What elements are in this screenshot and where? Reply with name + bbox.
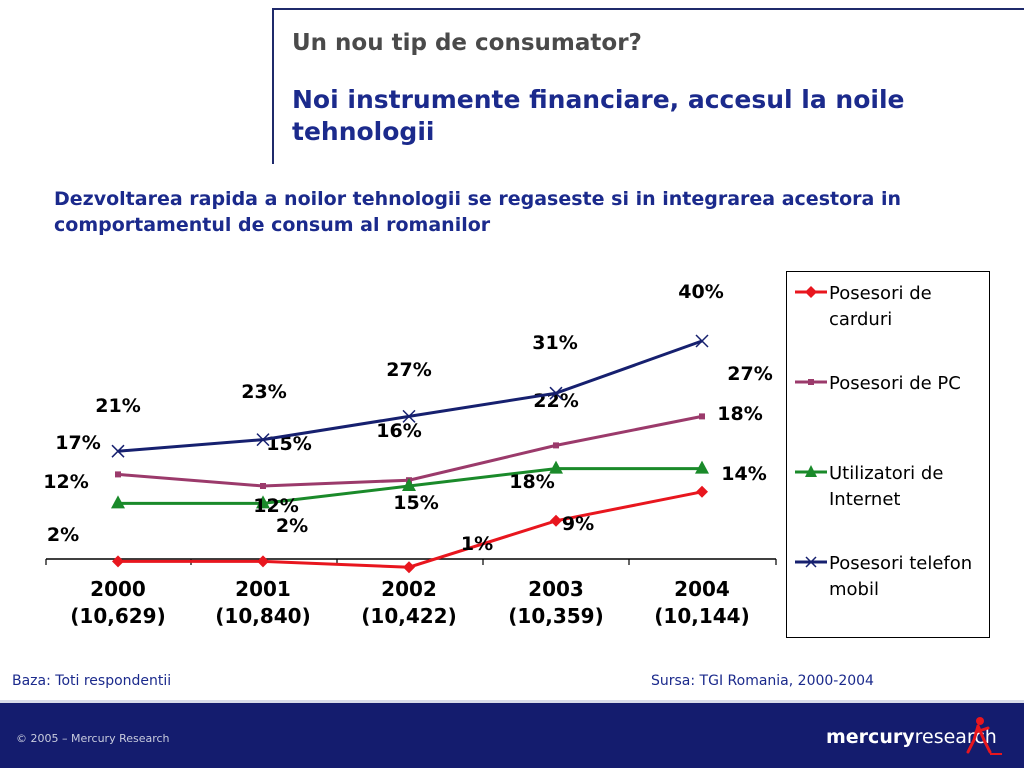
- series-2-point-0: [111, 495, 125, 509]
- data-label-0-0: 2%: [47, 524, 79, 546]
- series-1-point-4: [699, 413, 705, 420]
- data-label-2-3: 18%: [509, 471, 554, 493]
- mercury-figure-icon: [966, 717, 1002, 755]
- data-label-3-3: 31%: [532, 332, 577, 354]
- data-label-1-4-alt: 27%: [727, 363, 772, 385]
- data-label-2-1: 12%: [253, 495, 298, 517]
- legend-swatch-telefon: [795, 556, 827, 568]
- data-label-3-1: 23%: [241, 381, 286, 403]
- series-2-point-3: [549, 460, 563, 474]
- x-tick-sublabel-2004: (10,144): [654, 604, 749, 628]
- source-note: Sursa: TGI Romania, 2000-2004: [651, 673, 874, 689]
- data-label-1-4: 18%: [717, 403, 762, 425]
- x-tick-sublabel-2000: (10,629): [70, 604, 165, 628]
- chart-legend: Posesori de carduri Posesori de PC Utili…: [786, 271, 990, 638]
- legend-item-telefon: Posesori telefon mobil: [793, 551, 985, 603]
- slide-statement: Dezvoltarea rapida a noilor tehnologii s…: [54, 188, 901, 236]
- data-label-3-0: 21%: [95, 395, 140, 417]
- data-label-0-4: 14%: [721, 463, 766, 485]
- data-label-3-2: 27%: [386, 359, 431, 381]
- legend-swatch-carduri: [795, 286, 827, 298]
- series-2-point-2: [402, 478, 416, 491]
- series-0-point-3: [550, 514, 562, 527]
- series-3-point-0: [111, 444, 125, 458]
- data-label-2-0: 12%: [43, 471, 88, 493]
- x-tick-label-2002: 2002: [381, 577, 437, 601]
- page-subtitle: Noi instrumente financiare, accesul la n…: [292, 85, 905, 146]
- series-3-point-3: [549, 386, 563, 400]
- series-2-point-4: [695, 460, 709, 474]
- line-chart: 2000 (10,629) 2001 (10,840) 2002 (10,422) 2003…: [43, 281, 777, 628]
- base-note: Baza: Toti respondentii: [12, 673, 172, 689]
- legend-swatch-pc: [795, 379, 827, 385]
- series-2-point-1: [256, 495, 270, 509]
- series-3-point-4: [695, 334, 709, 348]
- x-tick-label-2004: 2004: [674, 577, 730, 601]
- series-0-point-4: [696, 485, 708, 498]
- legend-label-pc: Posesori de PC: [829, 373, 961, 394]
- footer-bar: [0, 700, 1024, 768]
- series-1-point-1: [260, 483, 266, 489]
- data-label-0-2: 1%: [461, 533, 493, 555]
- x-tick-sublabel-2001: (10,840): [215, 604, 310, 628]
- logo-bold: mercury: [826, 726, 915, 748]
- series-0-point-2: [403, 561, 415, 574]
- legend-label-carduri: Posesori de carduri: [829, 283, 932, 330]
- data-label-2-2: 15%: [393, 492, 438, 514]
- data-label-0-3: 9%: [562, 513, 594, 535]
- copyright: © 2005 – Mercury Research: [16, 732, 170, 745]
- x-tick-sublabel-2003: (10,359): [508, 604, 603, 628]
- x-tick-label-2003: 2003: [528, 577, 584, 601]
- series-1-point-0: [115, 471, 121, 478]
- header-divider: [272, 8, 274, 164]
- series-3-point-2: [402, 409, 416, 423]
- series-0-point-1: [257, 555, 269, 568]
- page-title: Un nou tip de consumator?: [292, 30, 642, 56]
- data-label-3-4: 40%: [678, 281, 723, 303]
- legend-item-internet: Utilizatori de Internet: [793, 461, 985, 513]
- x-tick-sublabel-2002: (10,422): [361, 604, 456, 628]
- series-0-point-0: [112, 555, 124, 568]
- footer-rule: [0, 700, 1024, 703]
- x-tick-label-2000: 2000: [90, 577, 146, 601]
- legend-label-telefon: Posesori telefon mobil: [829, 553, 973, 600]
- data-label-1-0: 17%: [55, 432, 100, 454]
- data-label-1-2: 16%: [376, 420, 421, 442]
- legend-swatch-internet: [795, 465, 827, 477]
- legend-item-carduri: Posesori de carduri: [793, 281, 985, 333]
- legend-label-internet: Utilizatori de Internet: [829, 463, 944, 510]
- header-top-rule: [272, 8, 1024, 10]
- data-label-0-1: 2%: [276, 515, 308, 537]
- series-1-point-3: [553, 442, 559, 449]
- series-3-point-1: [256, 433, 270, 447]
- x-tick-label-2001: 2001: [235, 577, 291, 601]
- legend-item-pc: Posesori de PC: [793, 371, 985, 397]
